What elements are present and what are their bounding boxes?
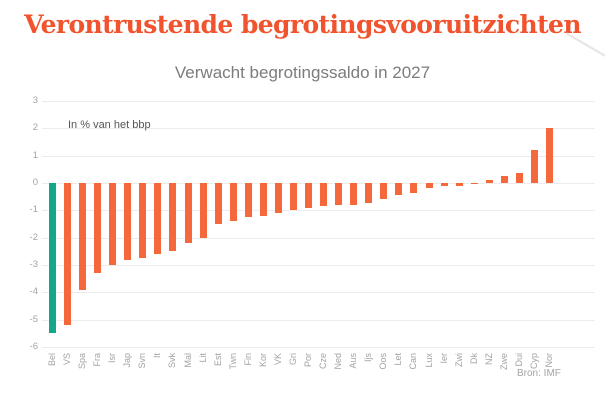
bar-cyp xyxy=(530,150,538,183)
x-axis-tick-label-lux: Lux xyxy=(423,353,434,368)
bar-cze xyxy=(320,183,328,207)
gridline-y1 xyxy=(42,155,595,157)
bar-dk xyxy=(470,183,478,185)
bar-jap xyxy=(124,183,132,260)
bar-ijs xyxy=(365,183,373,204)
x-axis-tick-label-lit: Lit xyxy=(197,353,208,363)
x-axis-tick-label-oos: Oos xyxy=(378,353,389,370)
gridline-y3 xyxy=(42,101,595,102)
x-axis-tick-label-vs: VS xyxy=(62,353,73,366)
bar-vk xyxy=(274,183,282,214)
gridline-y-1 xyxy=(42,210,595,212)
bar-twn xyxy=(229,183,237,222)
bar-isr xyxy=(109,183,117,265)
bar-zwe xyxy=(500,176,508,183)
x-axis-tick-label-mal: Mal xyxy=(182,353,193,368)
x-axis-tick-label-vk: VK xyxy=(272,353,283,366)
gridline-y2 xyxy=(42,128,595,130)
bar-kor xyxy=(259,183,267,216)
chart-subtitle: Verwacht begrotingssaldo in 2027 xyxy=(174,63,431,82)
y-axis-tick-label: 3 xyxy=(32,95,38,106)
bar-svn xyxy=(139,183,147,259)
y-axis-tick-label: 0 xyxy=(32,177,38,188)
x-axis-tick-label-svn: Svn xyxy=(137,353,148,369)
bar-zwi xyxy=(455,183,463,186)
x-axis-tick-label-fra: Fra xyxy=(92,353,103,367)
x-axis-tick-label-it: It xyxy=(152,353,163,359)
gridline-y-5 xyxy=(42,319,595,321)
x-axis-tick-label-dui: Dui xyxy=(513,353,524,367)
x-axis-tick-label-svk: Svk xyxy=(167,353,178,369)
x-axis-tick-label-kor: Kor xyxy=(257,353,268,368)
bar-por xyxy=(305,183,313,208)
x-axis-tick-label-twn: Twn xyxy=(227,353,238,370)
x-axis-tick-label-gri: Gri xyxy=(287,353,298,365)
x-axis-tick-label-nz: NZ xyxy=(483,353,494,365)
bar-let xyxy=(395,183,403,196)
bar-bel xyxy=(49,183,56,334)
y-axis-tick-label: -3 xyxy=(29,258,38,270)
x-axis-tick-label-bel: Bel xyxy=(47,353,57,367)
gridline-y-3 xyxy=(42,264,595,266)
gridline-y-4 xyxy=(42,292,595,294)
bar-svk xyxy=(169,183,177,252)
bar-aus xyxy=(350,183,358,205)
x-axis-tick-label-zwe: Zwe xyxy=(498,353,509,371)
bar-lux xyxy=(425,183,433,189)
y-axis-tick-label: -4 xyxy=(29,286,38,298)
x-axis-tick-label-can: Can xyxy=(408,353,419,370)
bar-fra xyxy=(94,183,102,274)
bar-fin xyxy=(244,183,252,218)
x-axis-tick-label-dk: Dk xyxy=(468,353,479,364)
y-axis-tick-label: -5 xyxy=(29,313,38,325)
gridline-y-2 xyxy=(42,237,595,239)
bar-lit xyxy=(199,183,207,238)
x-axis-tick-label-isr: Isr xyxy=(107,353,118,363)
bar-can xyxy=(410,183,418,193)
x-axis-tick-label-por: Por xyxy=(303,353,314,368)
x-axis-tick-label-fin: Fin xyxy=(242,353,253,366)
gridline-y-6 xyxy=(42,346,595,348)
y-axis-tick-label: 1 xyxy=(32,149,38,161)
bar-mal xyxy=(184,183,192,244)
bar-nor xyxy=(545,128,553,183)
x-axis-tick-label-cyp: Cyp xyxy=(528,353,539,370)
bar-oos xyxy=(380,183,388,200)
x-axis-tick-label-spa: Spa xyxy=(77,353,88,370)
y-axis-tick-label: -1 xyxy=(29,204,38,216)
x-axis-tick-label-nor: Nor xyxy=(543,353,554,368)
page-title: Verontrustende begrotingsvooruitzichten xyxy=(24,10,581,39)
x-axis-tick-label-zwi: Zwi xyxy=(453,353,464,367)
y-axis-tick-label: 2 xyxy=(32,122,38,134)
x-axis-tick-label-cze: Cze xyxy=(318,353,329,370)
source-credit: Bron: IMF xyxy=(517,368,561,379)
bar-est xyxy=(214,183,222,224)
x-axis-tick-label-let: Let xyxy=(393,353,404,366)
x-axis-tick-label-jap: Jap xyxy=(122,353,133,368)
x-axis-tick-label-ned: Ned xyxy=(333,353,344,370)
bar-nz xyxy=(485,180,493,183)
bar-dui xyxy=(515,173,523,183)
bar-gri xyxy=(289,183,297,211)
bar-it xyxy=(154,183,162,255)
bar-spa xyxy=(79,183,87,290)
x-axis-tick-label-est: Est xyxy=(212,353,223,367)
x-axis-tick-label-ier: Ier xyxy=(438,353,449,364)
bar-ier xyxy=(440,183,448,186)
x-axis-tick-label-aus: Aus xyxy=(348,353,359,369)
x-axis-tick-label-ijs: Ijs xyxy=(363,353,374,362)
y-axis-tick-label: -6 xyxy=(29,340,38,352)
y-axis-tick-label: -2 xyxy=(29,231,38,243)
bar-vs xyxy=(64,183,72,326)
bar-ned xyxy=(335,183,343,205)
unit-annotation: In % van het bbp xyxy=(68,119,151,131)
gridline-y0 xyxy=(42,183,595,184)
